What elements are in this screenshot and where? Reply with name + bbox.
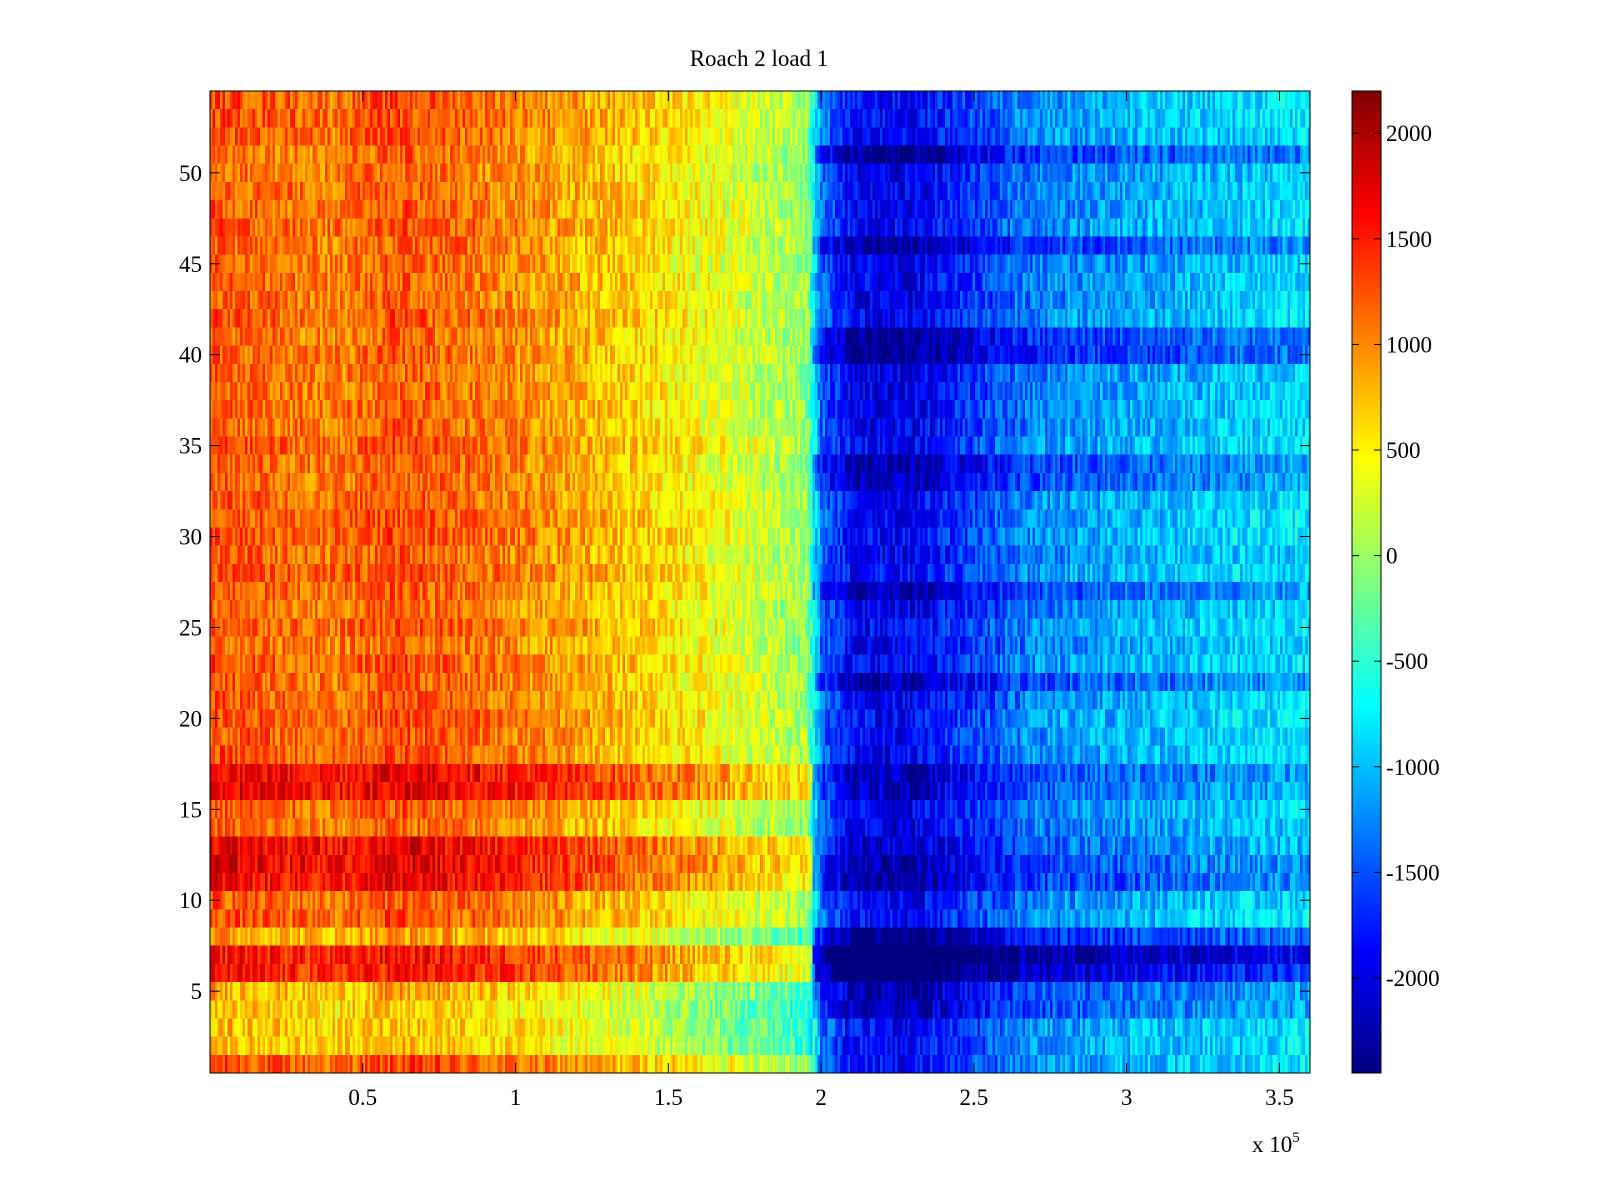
y-axis: 5 10 15 20 25 30 35 40 45 50 <box>179 161 1310 1004</box>
x-tick-label: 3.5 <box>1265 1085 1294 1110</box>
x-axis-exponent-power: 5 <box>1292 1130 1300 1146</box>
colorbar-tick-label: -1500 <box>1386 860 1440 885</box>
plot-frame <box>209 90 1311 1074</box>
colorbar <box>1351 90 1382 1074</box>
colorbar-tick-label: 2000 <box>1386 121 1432 146</box>
chart-title: Roach 2 load 1 <box>690 46 829 71</box>
x-tick-label: 2.5 <box>960 1085 989 1110</box>
x-tick-label: 0.5 <box>348 1085 377 1110</box>
heatmap <box>210 91 1310 1073</box>
x-tick-label: 1 <box>510 1085 522 1110</box>
colorbar-tick-label: 1000 <box>1386 332 1432 357</box>
x-axis-exponent: x 105 <box>1252 1130 1300 1157</box>
y-tick-label: 5 <box>191 979 203 1004</box>
y-tick-label: 45 <box>179 252 202 277</box>
x-tick-label: 2 <box>815 1085 827 1110</box>
x-tick-label: 1.5 <box>654 1085 683 1110</box>
colorbar-tick-label: -1000 <box>1386 755 1440 780</box>
colorbar-tick-label: -2000 <box>1386 966 1440 991</box>
x-axis-exponent-base: x 10 <box>1252 1132 1292 1157</box>
y-tick-label: 30 <box>179 525 202 550</box>
x-tick-label: 3 <box>1121 1085 1133 1110</box>
colorbar-tick-label: -500 <box>1386 649 1428 674</box>
colorbar-axis: 2000 1500 1000 500 0 -500 -1000 -1500 -2000 <box>1352 121 1440 991</box>
colorbar-tick-label: 0 <box>1386 544 1398 569</box>
x-axis: 0.5 1 1.5 2 2.5 3 3.5 <box>348 91 1294 1110</box>
y-tick-label: 35 <box>179 434 202 459</box>
y-tick-label: 10 <box>179 888 202 913</box>
heatmap-cells <box>210 91 1310 1073</box>
y-tick-label: 25 <box>179 615 202 640</box>
y-tick-label: 40 <box>179 343 202 368</box>
colorbar-tick-label: 1500 <box>1386 227 1432 252</box>
y-tick-label: 20 <box>179 706 202 731</box>
y-tick-label: 15 <box>179 797 202 822</box>
y-tick-label: 50 <box>179 161 202 186</box>
colorbar-tick-label: 500 <box>1386 438 1421 463</box>
